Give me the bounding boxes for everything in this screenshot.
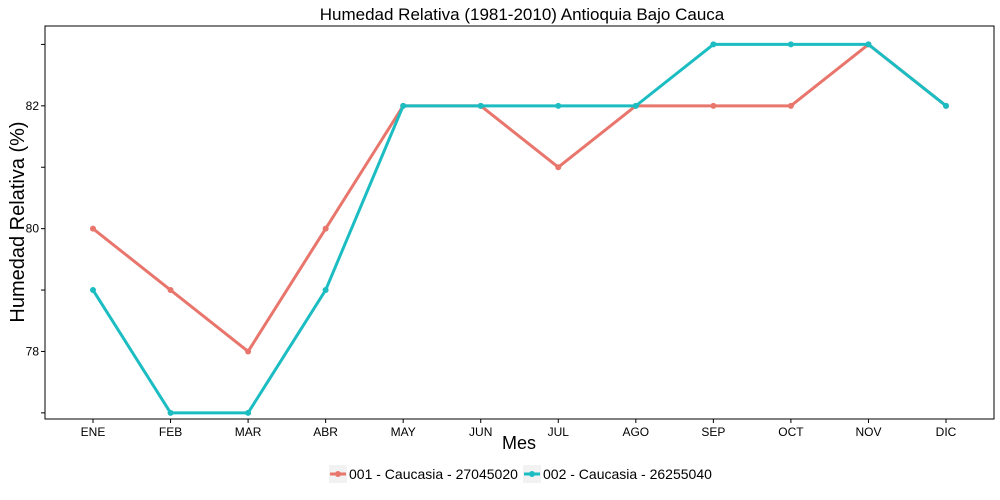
data-point-series-1 — [323, 226, 329, 232]
x-tick-label-feb: FEB — [159, 425, 182, 439]
x-tick-label-dic: DIC — [936, 425, 957, 439]
legend-key-point — [335, 471, 341, 477]
data-point-series-1 — [245, 348, 251, 354]
legend-key-point — [529, 471, 535, 477]
x-tick-label-ago: AGO — [622, 425, 649, 439]
x-tick-label-oct: OCT — [778, 425, 804, 439]
data-point-series-2 — [555, 103, 561, 109]
data-point-series-2 — [865, 41, 871, 47]
x-tick-label-jun: JUN — [469, 425, 492, 439]
x-tick-label-sep: SEP — [701, 425, 725, 439]
data-point-series-2 — [633, 103, 639, 109]
data-point-series-2 — [168, 410, 174, 416]
data-point-series-2 — [943, 103, 949, 109]
data-point-series-2 — [323, 287, 329, 293]
data-point-series-2 — [245, 410, 251, 416]
plot-panel — [45, 26, 994, 419]
data-point-series-2 — [400, 103, 406, 109]
y-tick-label: 78 — [26, 344, 40, 358]
data-point-series-1 — [555, 164, 561, 170]
data-point-series-1 — [788, 103, 794, 109]
y-tick-label: 82 — [26, 99, 40, 113]
data-point-series-2 — [478, 103, 484, 109]
x-tick-label-mar: MAR — [235, 425, 262, 439]
x-axis-title: Mes — [502, 433, 536, 453]
data-point-series-1 — [90, 226, 96, 232]
x-tick-label-ene: ENE — [81, 425, 106, 439]
x-tick-label-nov: NOV — [855, 425, 881, 439]
chart-title: Humedad Relativa (1981-2010) Antioquia B… — [320, 5, 725, 24]
data-point-series-2 — [788, 41, 794, 47]
data-point-series-1 — [710, 103, 716, 109]
data-point-series-2 — [90, 287, 96, 293]
legend: 001 - Caucasia - 27045020 002 - Caucasia … — [329, 465, 712, 483]
x-tick-label-abr: ABR — [313, 425, 338, 439]
data-point-series-1 — [168, 287, 174, 293]
y-axis-title: Humedad Relativa (%) — [7, 121, 29, 322]
x-tick-label-jul: JUL — [548, 425, 570, 439]
legend-label-series-2: 002 - Caucasia - 26255040 — [543, 466, 712, 482]
x-tick-label-may: MAY — [391, 425, 416, 439]
data-point-series-2 — [710, 41, 716, 47]
legend-label-series-1: 001 - Caucasia - 27045020 — [349, 466, 518, 482]
